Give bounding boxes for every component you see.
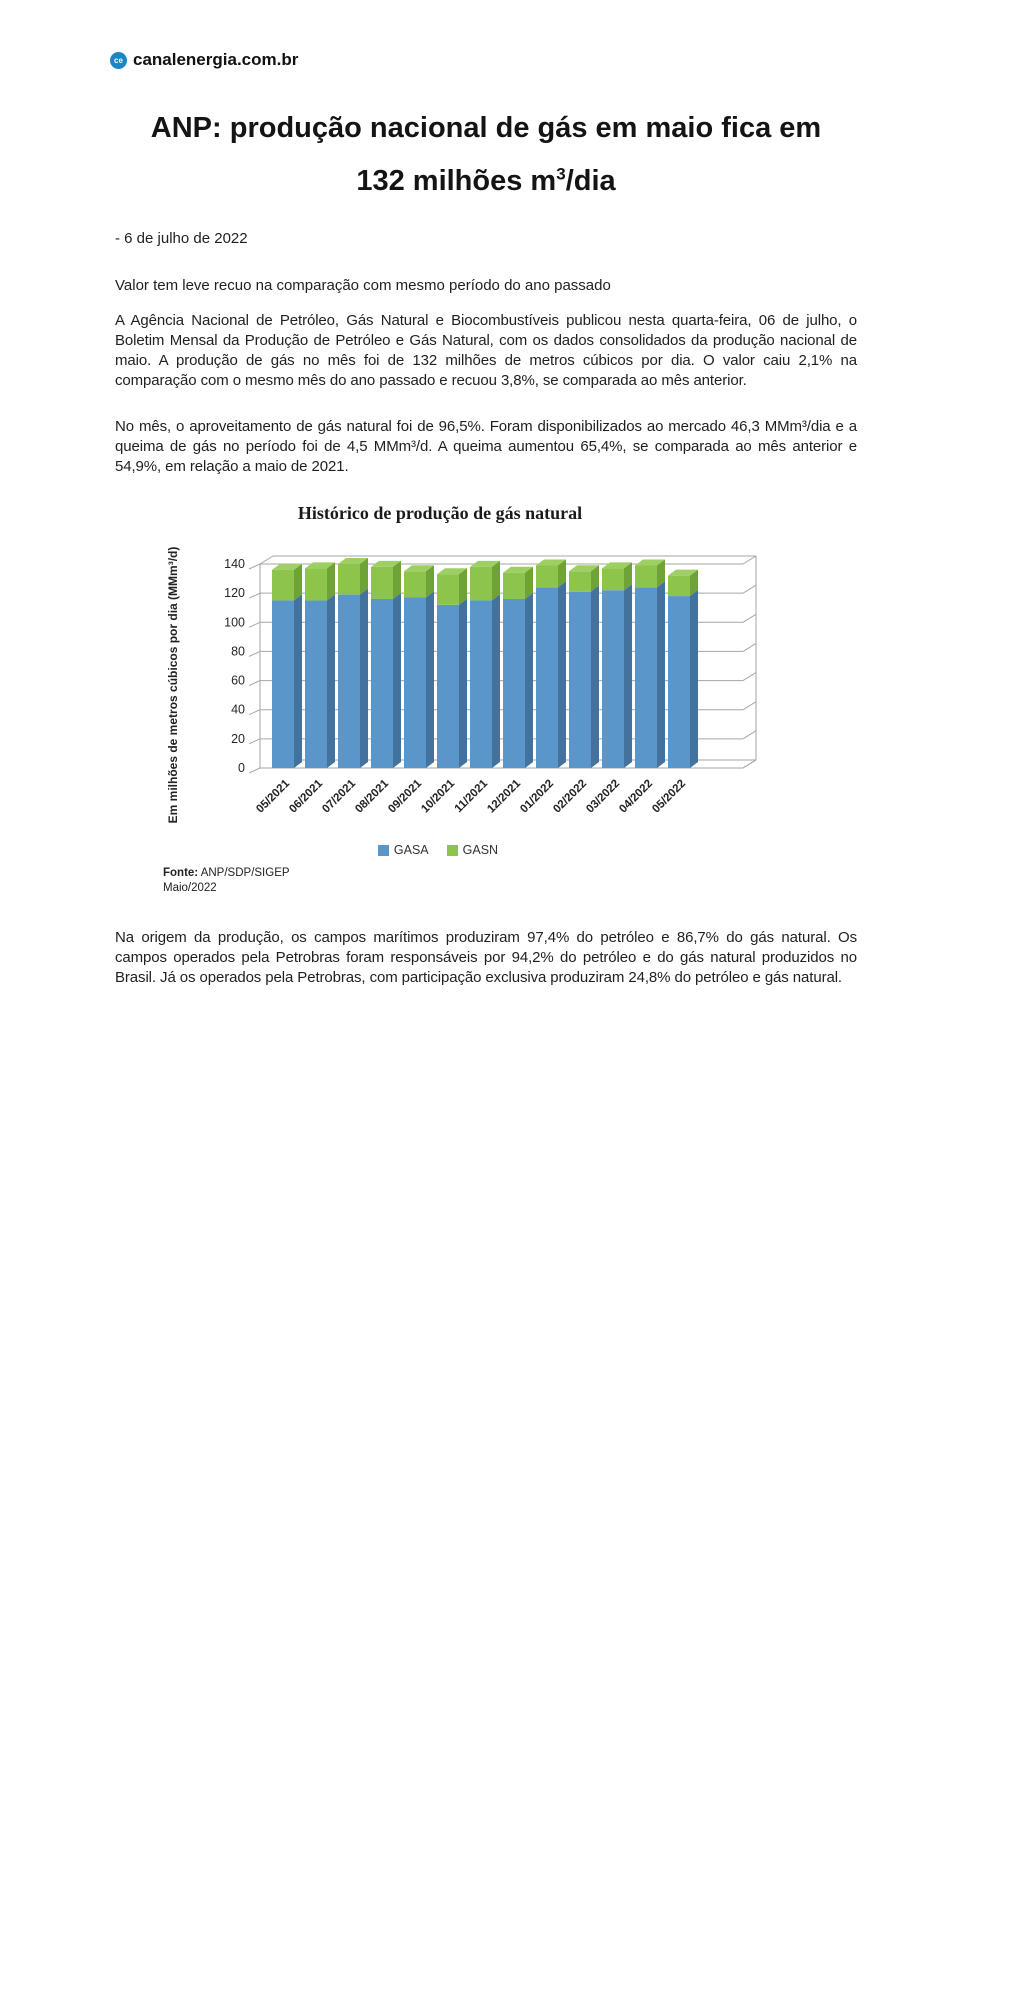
svg-text:02/2022: 02/2022 xyxy=(551,778,589,816)
legend-label-gasn: GASN xyxy=(462,843,499,857)
legend-item-gasn: GASN xyxy=(446,843,499,857)
svg-text:09/2021: 09/2021 xyxy=(386,777,424,815)
article-subtitle: Valor tem leve recuo na comparação com m… xyxy=(115,277,611,294)
svg-text:40: 40 xyxy=(231,703,245,717)
legend-item-gasa: GASA xyxy=(377,843,429,857)
svg-text:120: 120 xyxy=(224,586,245,600)
svg-text:01/2022: 01/2022 xyxy=(518,778,556,816)
site-logo[interactable]: ce canalenergia.com.br xyxy=(110,50,298,70)
svg-text:03/2022: 03/2022 xyxy=(584,778,622,816)
gasn-swatch-icon xyxy=(446,844,458,856)
chart-source: Fonte: ANP/SDP/SIGEP Maio/2022 xyxy=(163,866,290,896)
chart-source-date: Maio/2022 xyxy=(163,882,217,894)
chart-legend: GASA GASN xyxy=(163,843,713,857)
svg-text:11/2021: 11/2021 xyxy=(453,777,491,815)
svg-text:0: 0 xyxy=(238,761,245,775)
article-title: ANP: produção nacional de gás em maio fi… xyxy=(115,105,857,204)
svg-text:05/2022: 05/2022 xyxy=(650,778,688,816)
svg-text:Em milhões de metros cúbicos p: Em milhões de metros cúbicos por dia (MM… xyxy=(166,547,180,824)
article-paragraph-1: A Agência Nacional de Petróleo, Gás Natu… xyxy=(115,312,857,389)
gasa-swatch-icon xyxy=(377,844,389,856)
svg-text:10/2021: 10/2021 xyxy=(419,777,457,815)
gas-production-history-chart: 0 20 40 60 80 100 120 140 Em milhões de metros c… xyxy=(166,547,757,824)
svg-text:20: 20 xyxy=(231,732,245,746)
article-title-line1: ANP: produção nacional de gás em maio fi… xyxy=(150,112,822,145)
svg-text:08/2021: 08/2021 xyxy=(353,777,391,815)
article-paragraph-3: Na origem da produção, os campos marítim… xyxy=(115,929,857,986)
svg-text:05/2021: 05/2021 xyxy=(254,777,292,815)
svg-text:100: 100 xyxy=(224,615,245,629)
svg-text:80: 80 xyxy=(231,644,245,658)
article-title-line2: 132 milhões m3/dia xyxy=(356,164,616,198)
svg-text:06/2021: 06/2021 xyxy=(287,777,325,815)
superscript-3: 3 xyxy=(556,164,566,184)
chart-title: Histórico de produção de gás natural xyxy=(297,503,583,523)
canalenergia-badge-icon: ce xyxy=(110,51,127,69)
article-paragraph-2: No mês, o aproveitamento de gás natural … xyxy=(115,418,857,475)
article-date: - 6 de julho de 2022 xyxy=(115,230,248,247)
svg-text:07/2021: 07/2021 xyxy=(320,777,358,815)
site-logo-text: canalenergia.com.br xyxy=(133,50,299,69)
chart-source-line: Fonte: ANP/SDP/SIGEP xyxy=(163,867,290,879)
svg-text:140: 140 xyxy=(224,557,245,571)
legend-label-gasa: GASA xyxy=(393,843,429,857)
svg-text:04/2022: 04/2022 xyxy=(617,778,655,816)
svg-text:60: 60 xyxy=(231,674,245,688)
svg-text:12/2021: 12/2021 xyxy=(485,777,523,815)
